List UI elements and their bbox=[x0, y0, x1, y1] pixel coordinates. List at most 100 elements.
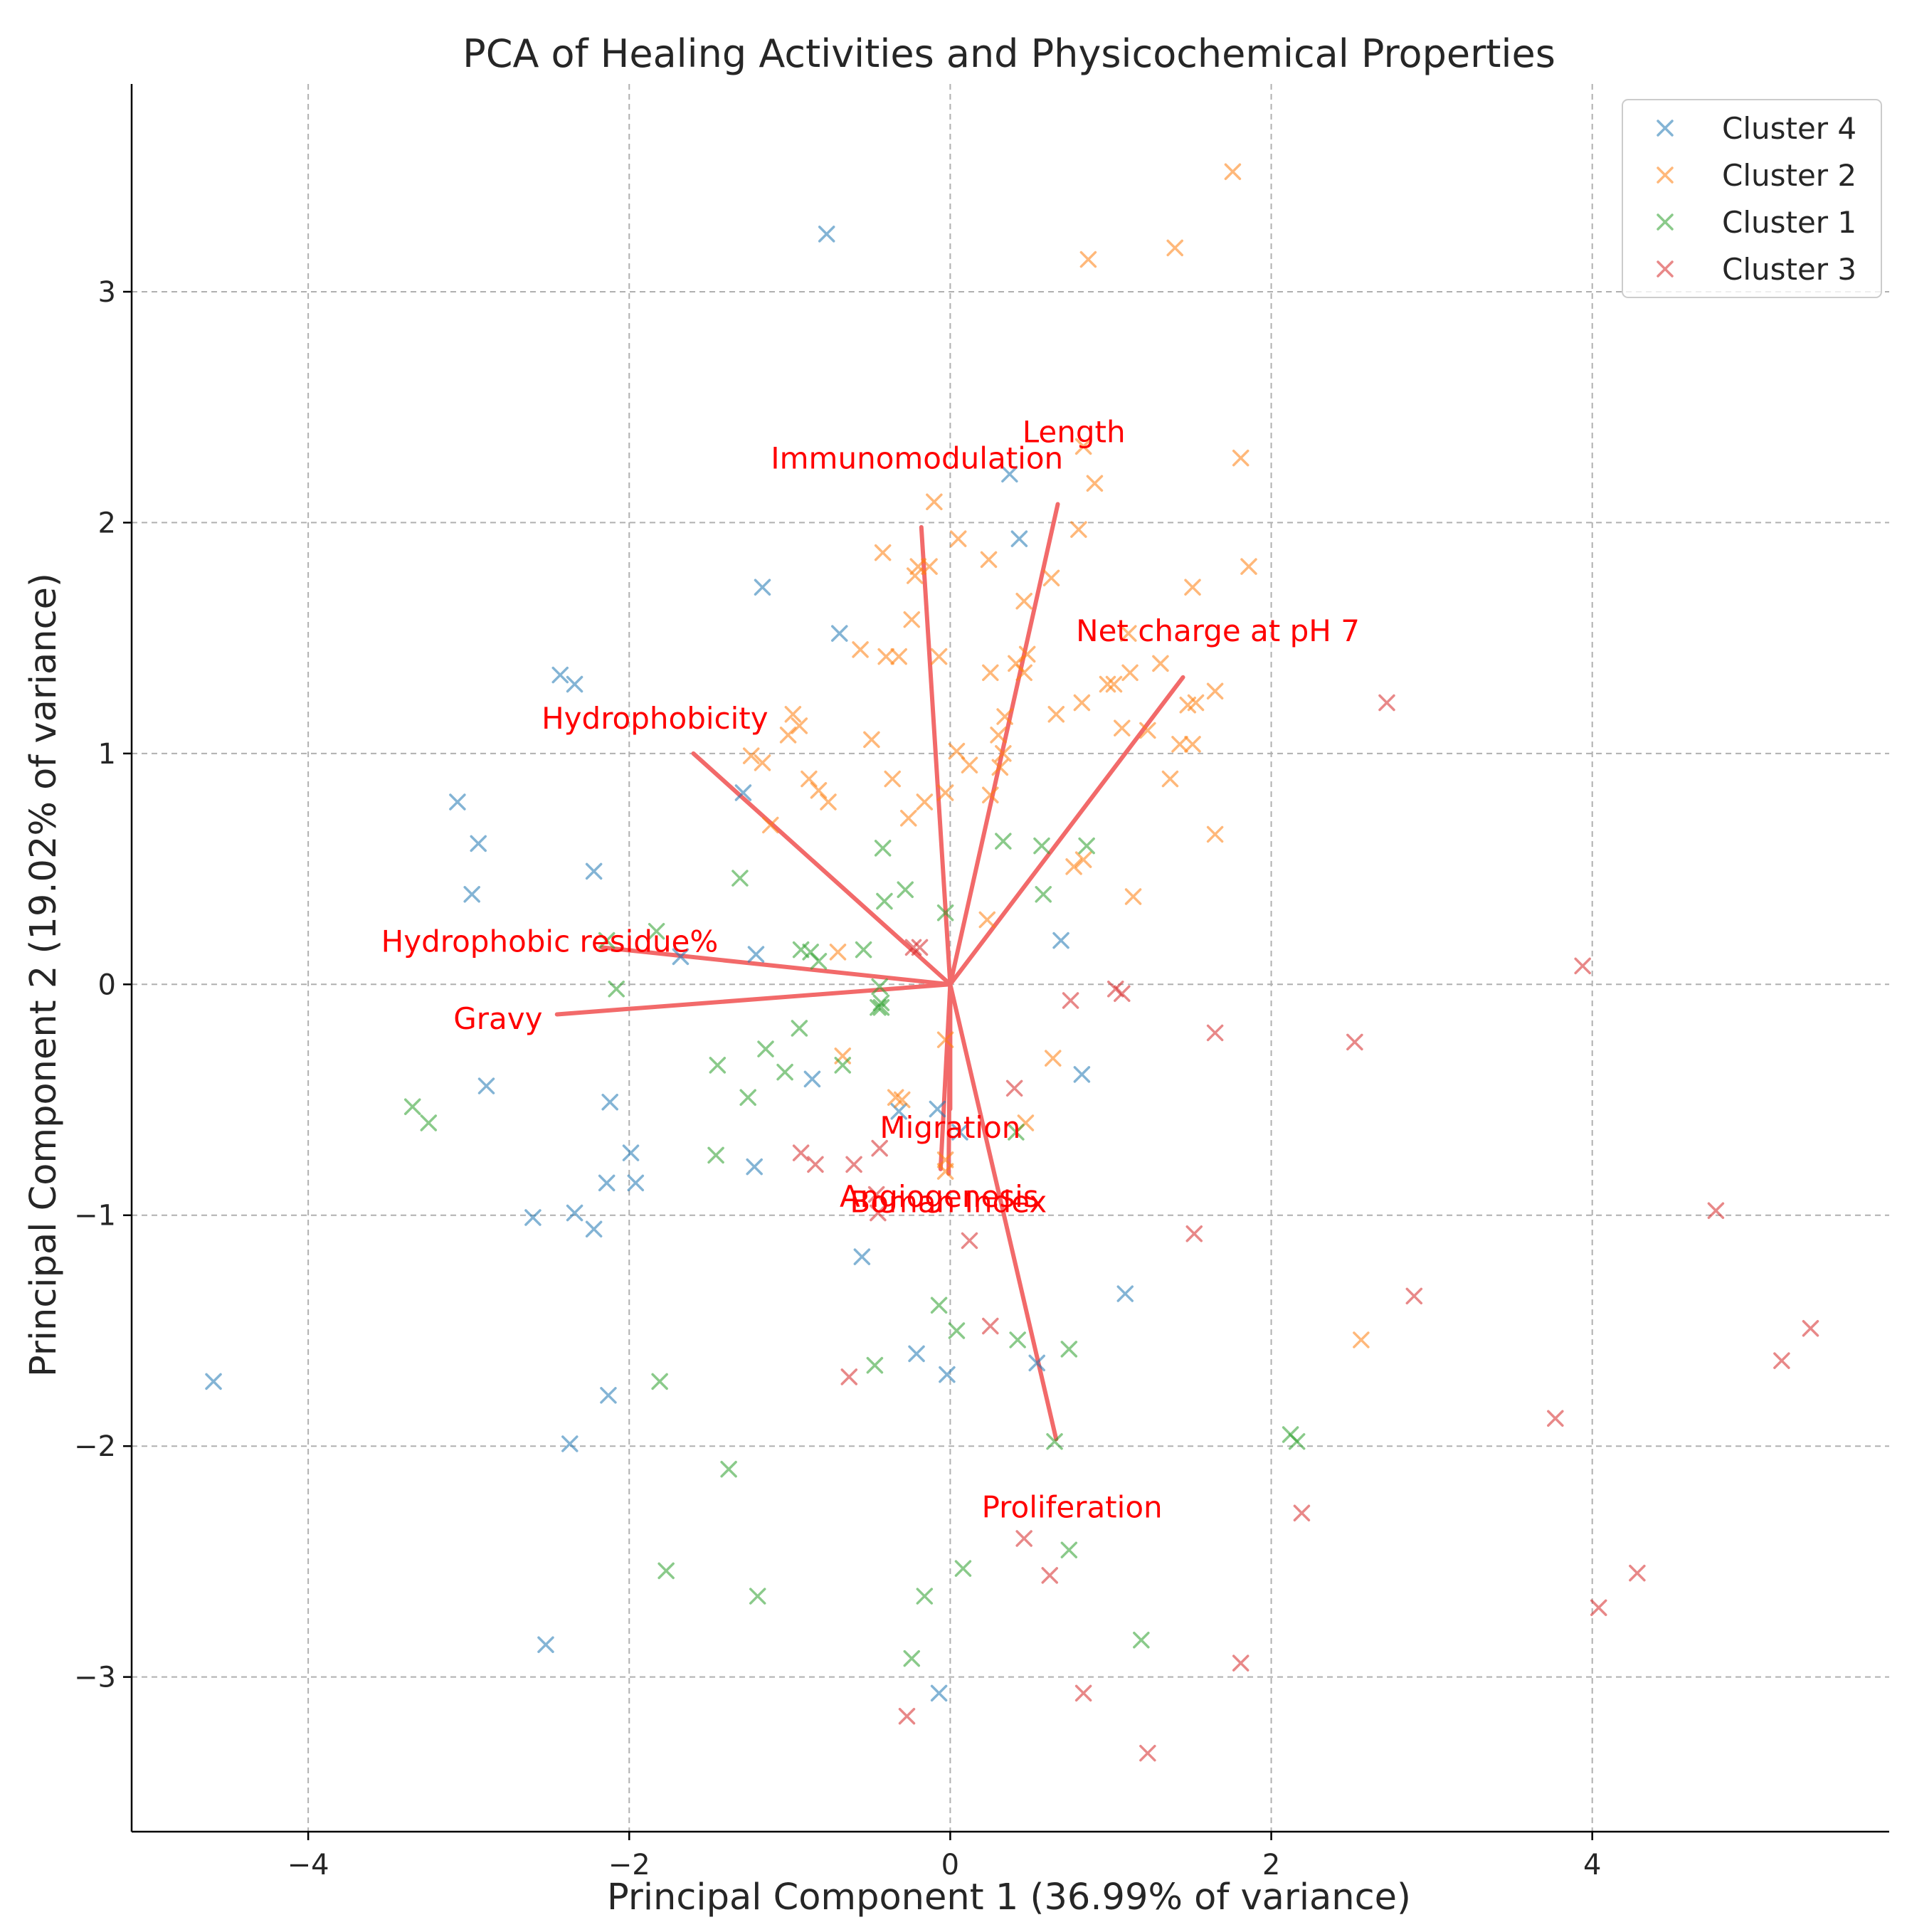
legend-label: Cluster 4 bbox=[1722, 111, 1856, 146]
data-point bbox=[1086, 475, 1104, 492]
data-point bbox=[1152, 655, 1169, 672]
data-point bbox=[1045, 1050, 1062, 1067]
data-point bbox=[1099, 675, 1116, 693]
data-point bbox=[996, 708, 1013, 725]
data-point bbox=[907, 567, 924, 584]
data-point bbox=[1008, 655, 1025, 672]
data-point bbox=[1001, 465, 1018, 483]
loading-arrow bbox=[554, 982, 953, 1017]
data-point bbox=[930, 1684, 948, 1702]
data-point bbox=[1166, 239, 1183, 257]
legend-label: Cluster 2 bbox=[1722, 158, 1856, 193]
data-point bbox=[622, 1144, 640, 1161]
data-point bbox=[1052, 931, 1069, 949]
data-point bbox=[731, 870, 749, 887]
y-tick-label: −3 bbox=[74, 1662, 116, 1694]
data-point bbox=[1124, 888, 1142, 905]
data-point bbox=[951, 1124, 968, 1141]
data-point bbox=[1288, 1432, 1306, 1450]
x-tick-label: 0 bbox=[941, 1849, 959, 1881]
data-point bbox=[936, 904, 954, 922]
data-point bbox=[1116, 1285, 1134, 1302]
data-point bbox=[871, 1139, 888, 1157]
loading-label: Gravy bbox=[453, 1001, 542, 1036]
legend-label: Cluster 3 bbox=[1722, 252, 1856, 287]
data-point bbox=[403, 1098, 421, 1116]
data-point bbox=[982, 664, 999, 682]
data-point bbox=[1074, 438, 1092, 455]
data-point bbox=[908, 1345, 925, 1363]
data-point bbox=[739, 1089, 756, 1107]
data-point bbox=[807, 1156, 824, 1173]
data-point bbox=[747, 946, 765, 963]
data-point bbox=[904, 939, 922, 956]
data-point bbox=[1070, 521, 1087, 538]
data-point bbox=[961, 1232, 978, 1250]
loading-label: Boman Index bbox=[850, 1184, 1047, 1219]
legend-marker bbox=[1657, 213, 1674, 231]
loading-label: Hydrophobicity bbox=[542, 701, 768, 736]
data-point bbox=[1293, 1504, 1311, 1522]
data-point bbox=[742, 747, 760, 764]
data-point bbox=[1114, 985, 1131, 1003]
loading-label: Length bbox=[1023, 414, 1126, 449]
data-point bbox=[982, 786, 999, 804]
data-point bbox=[1405, 1287, 1423, 1305]
legend-label: Cluster 1 bbox=[1722, 205, 1856, 240]
y-tick-label: 2 bbox=[98, 507, 116, 539]
x-tick-label: 2 bbox=[1262, 1849, 1280, 1881]
data-point bbox=[866, 1356, 884, 1374]
legend-marker bbox=[1657, 260, 1674, 278]
data-point bbox=[754, 754, 771, 771]
data-point bbox=[1232, 449, 1250, 467]
y-tick-label: −1 bbox=[74, 1200, 116, 1232]
data-point bbox=[1346, 1033, 1363, 1051]
data-point bbox=[872, 999, 890, 1016]
axes bbox=[130, 84, 1889, 1833]
x-tick-label: −2 bbox=[608, 1849, 650, 1881]
data-point bbox=[792, 941, 810, 959]
data-point bbox=[939, 1366, 956, 1383]
data-point bbox=[1073, 694, 1091, 712]
data-point bbox=[855, 941, 872, 959]
data-point bbox=[995, 833, 1012, 850]
data-point bbox=[1590, 1599, 1607, 1617]
x-axis-label: Principal Component 1 (36.99% of varianc… bbox=[607, 1876, 1411, 1918]
loading-arrow bbox=[691, 751, 953, 987]
legend-marker bbox=[1657, 167, 1674, 184]
data-point bbox=[1629, 1564, 1646, 1582]
y-tick-label: 3 bbox=[98, 276, 116, 309]
legend-marker bbox=[1657, 120, 1674, 137]
data-point bbox=[734, 784, 752, 801]
data-point bbox=[720, 1460, 737, 1478]
data-point bbox=[893, 1091, 911, 1109]
data-point bbox=[890, 648, 907, 665]
data-point bbox=[936, 784, 954, 801]
data-point bbox=[911, 939, 929, 956]
data-point bbox=[871, 978, 888, 996]
loading-label: Hydrophobic residue% bbox=[381, 924, 719, 959]
data-point bbox=[1033, 837, 1050, 855]
axis-ticks: −4 −2 0 2 4 −3 −2 −1 0 1 2 3 bbox=[74, 276, 1601, 1881]
data-point bbox=[1105, 675, 1123, 693]
y-tick-label: −2 bbox=[74, 1430, 116, 1463]
data-point bbox=[1206, 682, 1224, 700]
data-point bbox=[598, 931, 616, 949]
data-point bbox=[948, 1322, 966, 1339]
data-point bbox=[1353, 1331, 1370, 1348]
data-point bbox=[948, 742, 966, 760]
data-point bbox=[779, 727, 797, 744]
x-tick-label: 4 bbox=[1583, 1849, 1601, 1881]
data-point bbox=[600, 1387, 617, 1404]
data-point bbox=[840, 1368, 858, 1385]
x-tick-label: −4 bbox=[287, 1849, 329, 1881]
data-point bbox=[954, 1560, 972, 1577]
data-point bbox=[1802, 1319, 1819, 1337]
data-point bbox=[820, 793, 837, 811]
data-point bbox=[1008, 1124, 1025, 1141]
data-point bbox=[1171, 736, 1188, 753]
data-point bbox=[672, 948, 690, 966]
data-point bbox=[1047, 705, 1065, 723]
